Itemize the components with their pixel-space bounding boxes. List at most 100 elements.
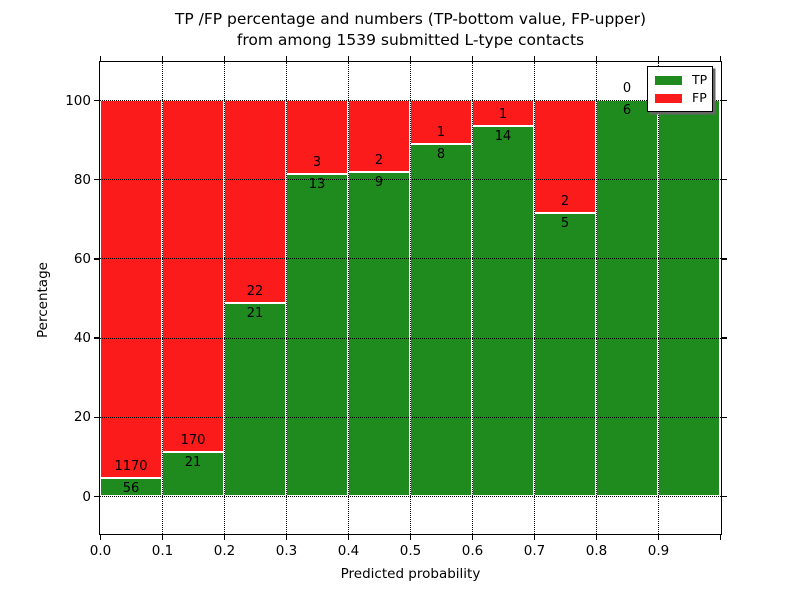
horizontal-gridline	[100, 258, 721, 260]
legend-entry-fp: FP	[655, 91, 712, 105]
vertical-gridline	[224, 62, 225, 534]
tp-count-label: 6	[622, 103, 632, 118]
x-tick-label: 0.5	[399, 543, 422, 559]
x-axis-top-tick	[595, 56, 598, 61]
bar-tp-segment	[224, 302, 286, 496]
vertical-gridline	[658, 62, 659, 534]
x-axis-tick	[533, 535, 536, 540]
y-axis-label: Percentage	[35, 262, 51, 338]
x-tick-label: 0.1	[151, 543, 174, 559]
x-tick-label: 0.8	[585, 543, 608, 559]
y-axis-tick	[94, 258, 99, 260]
horizontal-gridline	[100, 100, 721, 101]
legend-label-fp: FP	[692, 90, 707, 105]
fp-count-label: 22	[246, 283, 264, 299]
tp-count-label: 21	[184, 455, 202, 471]
y-tick-label: 0	[82, 488, 91, 505]
x-axis-top-tick	[347, 56, 350, 61]
x-axis-tick	[223, 535, 226, 540]
vertical-gridline	[162, 62, 163, 534]
tp-color-swatch	[655, 75, 682, 85]
x-axis-tick	[719, 535, 722, 540]
plot-inner: 11705617021222131329181142506015	[100, 62, 721, 534]
bar-tp-segment	[658, 100, 720, 496]
x-axis-top-tick	[533, 56, 536, 61]
bar-fp-segment	[348, 100, 410, 172]
y-axis-tick	[94, 178, 99, 181]
vertical-gridline	[348, 62, 349, 534]
horizontal-gridline	[100, 416, 721, 418]
x-tick-label: 0.7	[523, 543, 546, 559]
x-tick-label: 0.0	[89, 543, 112, 559]
tp-count-label: 8	[436, 147, 446, 162]
x-tick-label: 0.2	[213, 543, 236, 559]
bar-fp-segment	[224, 100, 286, 303]
bar-tp-segment	[348, 172, 410, 496]
y-axis-right-tick	[722, 337, 727, 339]
bar-tp-segment	[534, 213, 596, 496]
tp-count-label: 14	[494, 129, 512, 145]
bar-fp-segment	[162, 100, 224, 453]
x-axis-top-tick	[471, 56, 474, 61]
chart-title-line2: from among 1539 submitted L-type contact…	[236, 31, 585, 49]
x-axis-tick	[595, 535, 598, 540]
legend-entry-tp: TP	[655, 73, 712, 87]
x-axis-tick	[471, 535, 474, 540]
x-axis-top-tick	[99, 56, 102, 61]
fp-count-label: 3	[312, 155, 322, 171]
bar-fp-segment	[286, 100, 348, 175]
bar-tp-segment	[162, 452, 224, 496]
x-tick-label: 0.6	[461, 543, 484, 559]
vertical-gridline	[286, 62, 287, 534]
y-tick-label: 40	[73, 330, 91, 347]
x-axis-tick	[285, 535, 288, 540]
tp-count-label: 13	[308, 177, 326, 193]
y-axis-tick	[94, 416, 99, 419]
vertical-gridline	[472, 62, 473, 534]
fp-count-label: 2	[560, 194, 570, 210]
y-tick-label: 80	[73, 171, 91, 188]
vertical-gridline	[596, 62, 597, 534]
x-axis-top-tick	[719, 56, 722, 61]
tp-count-label: 21	[246, 305, 264, 321]
y-axis-right-tick	[722, 99, 727, 102]
y-axis-right-tick	[722, 416, 727, 419]
fp-color-swatch	[655, 93, 682, 103]
y-tick-label: 100	[65, 92, 91, 109]
y-tick-label: 60	[73, 250, 91, 267]
y-axis-tick	[94, 495, 99, 498]
y-axis-right-tick	[722, 178, 727, 181]
x-axis-tick	[409, 535, 412, 540]
legend: TP FP	[647, 66, 713, 112]
fp-count-label: 1170	[114, 458, 148, 474]
x-axis-label: Predicted probability	[340, 566, 481, 582]
bar-tp-segment	[286, 174, 348, 496]
vertical-gridline	[410, 62, 411, 534]
legend-label-tp: TP	[692, 72, 708, 87]
tp-count-label: 9	[374, 175, 384, 190]
fp-count-label: 170	[180, 433, 206, 449]
chart-title-line1: TP /FP percentage and numbers (TP-bottom…	[174, 10, 647, 28]
y-axis-tick	[94, 337, 99, 339]
x-tick-label: 0.4	[337, 543, 360, 559]
y-axis-right-tick	[722, 258, 727, 260]
y-tick-label: 20	[73, 409, 91, 426]
bar-tp-segment	[472, 126, 534, 496]
x-axis-tick	[99, 535, 102, 540]
tp-count-label: 5	[560, 216, 570, 232]
fp-count-label: 1	[436, 125, 446, 140]
x-axis-tick	[161, 535, 164, 540]
horizontal-gridline	[100, 179, 721, 181]
x-axis-tick	[657, 535, 660, 540]
horizontal-gridline	[100, 337, 721, 339]
y-axis-right-tick	[722, 495, 727, 498]
x-axis-top-tick	[285, 56, 288, 61]
bar-tp-segment	[410, 144, 472, 496]
bar-tp-segment	[596, 100, 658, 496]
fp-count-label: 2	[374, 153, 384, 168]
plot-area: 11705617021222131329181142506015	[99, 61, 722, 535]
fp-count-label: 0	[622, 81, 632, 96]
y-axis-tick	[94, 99, 99, 102]
x-axis-top-tick	[409, 56, 412, 61]
